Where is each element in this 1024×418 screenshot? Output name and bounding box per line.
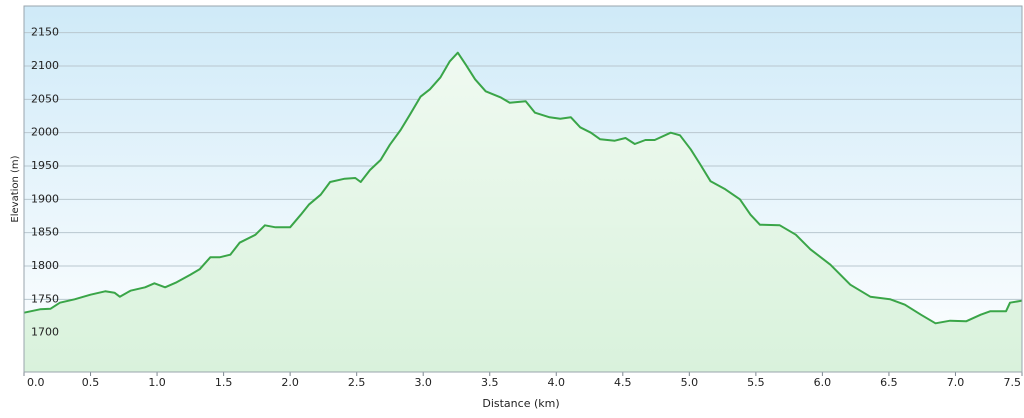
x-tick-label: 0.0 — [27, 376, 45, 389]
x-tick-label: 2.5 — [348, 376, 366, 389]
x-axis-title: Distance (km) — [482, 397, 559, 410]
x-tick-label: 6.0 — [814, 376, 832, 389]
x-tick-label: 0.5 — [82, 376, 100, 389]
y-tick-label: 1800 — [31, 259, 59, 272]
x-tick-label: 5.0 — [681, 376, 699, 389]
plot-frame — [23, 5, 1023, 373]
x-tick-label: 6.5 — [880, 376, 898, 389]
y-axis-title: Elevation (m) — [10, 155, 21, 222]
x-tick-label: 1.5 — [215, 376, 233, 389]
y-tick-label: 1950 — [31, 159, 59, 172]
elevation-line — [23, 51, 1023, 325]
y-tick-label: 1700 — [31, 326, 59, 339]
x-tick-label: 3.0 — [414, 376, 432, 389]
area-shade — [24, 52, 1022, 372]
y-tick-label: 1900 — [31, 192, 59, 205]
marks — [23, 51, 1023, 372]
y-tick-label: 2100 — [31, 59, 59, 72]
y-tick-label: 2050 — [31, 92, 59, 105]
y-tick-label: 2000 — [31, 126, 59, 139]
y-tick-label: 2150 — [31, 26, 59, 39]
x-tick-label: 2.0 — [281, 376, 299, 389]
x-tick-label: 5.5 — [747, 376, 765, 389]
y-tick-label: 1850 — [31, 226, 59, 239]
x-tick-label: 3.5 — [481, 376, 499, 389]
x-tick-label: 1.0 — [148, 376, 166, 389]
x-tick-label: 4.0 — [548, 376, 566, 389]
labels: 1700 1750 1800 1850 1900 1950 2000 2050 2100 2150… — [27, 26, 1021, 389]
x-tick-label: 7.0 — [947, 376, 965, 389]
x-tick-label: 7.5 — [1004, 376, 1022, 389]
y-tick-label: 1750 — [31, 292, 59, 305]
x-tick-label: 4.5 — [614, 376, 632, 389]
